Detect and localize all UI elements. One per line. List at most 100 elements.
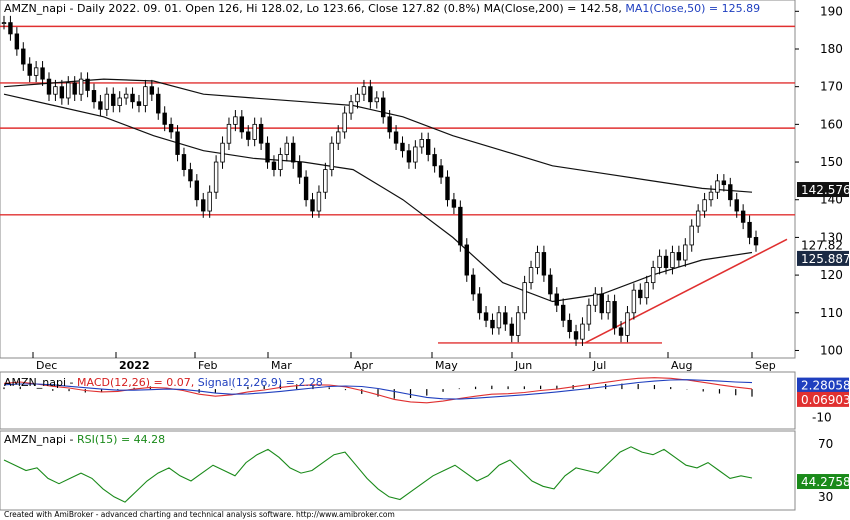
candle-body xyxy=(194,180,200,201)
candle-body xyxy=(573,331,579,340)
candle-body xyxy=(323,169,328,193)
candle-body xyxy=(1,22,7,25)
candle-body xyxy=(66,82,71,99)
candle-body xyxy=(239,116,245,133)
candle-body xyxy=(72,82,77,95)
candle-body xyxy=(432,154,437,167)
candle-body xyxy=(708,191,714,201)
candle-body xyxy=(483,312,489,321)
price-y-tick-label: 190 xyxy=(820,4,843,18)
candle-body xyxy=(650,267,656,284)
candle-body xyxy=(586,304,592,325)
ma200-line xyxy=(3,78,753,193)
candle-body xyxy=(213,161,219,193)
x-tick-label: May xyxy=(435,359,458,372)
x-tick-label: 2022 xyxy=(119,359,150,372)
x-tick-label: Dec xyxy=(36,359,57,372)
candle-body xyxy=(458,206,463,246)
candle-body xyxy=(258,123,264,144)
candle-body xyxy=(123,93,129,99)
candle-body xyxy=(348,101,354,114)
price-y-tick-label: 160 xyxy=(820,117,843,131)
candle-body xyxy=(541,252,547,276)
candle-body xyxy=(580,323,585,340)
candle-body xyxy=(175,131,180,155)
candle-body xyxy=(631,289,637,314)
price-y-tick-label: 100 xyxy=(820,343,843,357)
candle-body xyxy=(278,154,283,170)
rsi-y-tick-label: 30 xyxy=(818,490,833,504)
candle-body xyxy=(143,86,148,106)
candle-body xyxy=(85,78,90,91)
candle-body xyxy=(470,274,476,295)
candle-body xyxy=(593,293,598,306)
candle-body xyxy=(567,319,572,333)
candle-body xyxy=(477,293,482,314)
candle-body xyxy=(663,255,669,268)
candle-body xyxy=(271,161,277,170)
x-tick-label: Feb xyxy=(198,359,217,372)
macd-frame xyxy=(0,371,796,430)
candle-body xyxy=(91,90,97,103)
macd-value-badge-bg xyxy=(797,391,849,407)
candle-body xyxy=(188,169,193,182)
candle-body xyxy=(522,282,527,314)
candle-body xyxy=(104,93,110,110)
x-tick-label: Apr xyxy=(354,359,374,372)
candle-body xyxy=(265,142,270,163)
candle-body xyxy=(201,199,206,212)
candle-body xyxy=(361,86,367,95)
candle-body xyxy=(753,237,759,246)
rsi-header: AMZN_napi - RSI(15) = 44.28 xyxy=(4,433,165,446)
footer-credit: Created with AmiBroker - advanced charti… xyxy=(4,510,395,519)
candle-body xyxy=(21,48,26,65)
candle-body xyxy=(560,304,566,321)
candle-body xyxy=(695,210,701,227)
candle-body xyxy=(548,274,553,295)
rsi-value-badge-bg xyxy=(797,474,849,490)
candle-body xyxy=(297,161,302,178)
candle-body xyxy=(638,289,643,299)
price-y-tick-label: 180 xyxy=(820,42,843,56)
price-frame xyxy=(0,0,796,359)
candle-body xyxy=(111,93,116,106)
x-tick-label: Aug xyxy=(671,359,692,372)
candle-body xyxy=(612,301,617,329)
candle-body xyxy=(715,180,720,193)
ma50-line xyxy=(3,93,753,303)
candle-body xyxy=(59,86,65,99)
candle-body xyxy=(676,252,682,261)
price-header: AMZN_napi - Daily 2022. 09. 01. Open 126… xyxy=(4,2,760,15)
candle-body xyxy=(136,101,142,106)
candle-body xyxy=(419,139,424,148)
rsi-frame xyxy=(0,430,796,511)
candle-body xyxy=(387,116,392,133)
candle-body xyxy=(413,146,418,163)
candle-body xyxy=(226,123,232,144)
candle-body xyxy=(535,252,540,268)
price-y-tick-label: 170 xyxy=(820,80,843,94)
candle-body xyxy=(291,142,296,163)
candle-body xyxy=(8,22,13,35)
candle-body xyxy=(162,112,167,125)
candle-body xyxy=(657,255,662,268)
candle-body xyxy=(149,86,155,95)
candle-body xyxy=(220,142,225,163)
price-y-tick-label: 120 xyxy=(820,268,843,282)
candle-body xyxy=(445,176,450,201)
x-tick-label: Mar xyxy=(271,359,292,372)
candle-body xyxy=(702,199,707,212)
candle-body xyxy=(156,93,161,114)
rsi-line xyxy=(3,446,753,503)
candle-body xyxy=(599,293,604,314)
macd-header-prefix: AMZN_napi - xyxy=(4,376,77,389)
candle-body xyxy=(515,312,521,336)
candle-body xyxy=(683,244,688,261)
signal-value-badge: 2.28058 xyxy=(801,379,850,393)
price-y-tick-label: 150 xyxy=(820,155,843,169)
candle-body xyxy=(721,180,727,186)
candle-body xyxy=(46,78,52,95)
